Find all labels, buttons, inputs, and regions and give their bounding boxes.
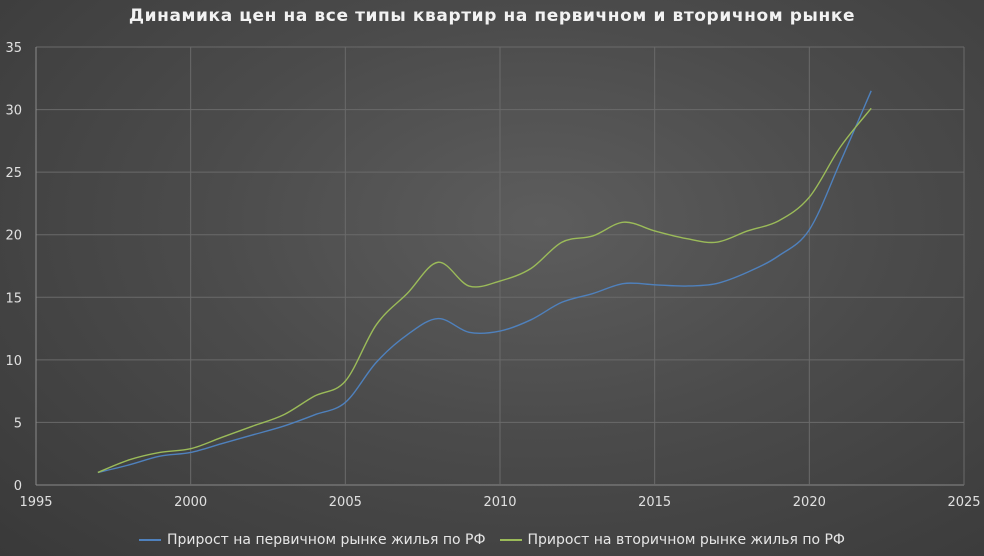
y-tick-label: 30 [5,104,22,119]
legend-label-primary: Прирост на первичном рынке жилья по РФ [167,532,486,548]
x-tick-label: 2020 [793,495,826,510]
grid [35,46,965,486]
y-tick-label: 10 [5,354,22,369]
y-tick-label: 5 [14,416,22,431]
y-tick-label: 20 [5,229,22,244]
legend-label-secondary: Прирост на вторичном рынке жилья по РФ [527,532,845,548]
legend-item-primary: Прирост на первичном рынке жилья по РФ [139,532,486,548]
x-tick-label: 2010 [483,495,516,510]
legend-swatch-primary [139,539,161,541]
series-line-1 [97,107,872,474]
x-tick-label: 2000 [174,495,207,510]
x-tick-label: 2015 [638,495,671,510]
y-tick-label: 25 [5,166,22,181]
legend-item-secondary: Прирост на вторичном рынке жилья по РФ [499,532,845,548]
y-tick-label: 15 [5,291,22,306]
chart-title: Динамика цен на все типы квартир на перв… [128,6,856,26]
series-line-0 [97,90,872,474]
y-tick-label: 35 [5,41,22,56]
y-tick-label: 0 [14,479,22,494]
series-lines [97,90,872,474]
legend-swatch-secondary [499,539,522,541]
x-tick-label: 2025 [947,495,980,510]
x-tick-label: 2005 [329,495,362,510]
x-tick-label: 1995 [19,495,52,510]
legend: Прирост на первичном рынке жилья по РФ П… [0,532,984,548]
